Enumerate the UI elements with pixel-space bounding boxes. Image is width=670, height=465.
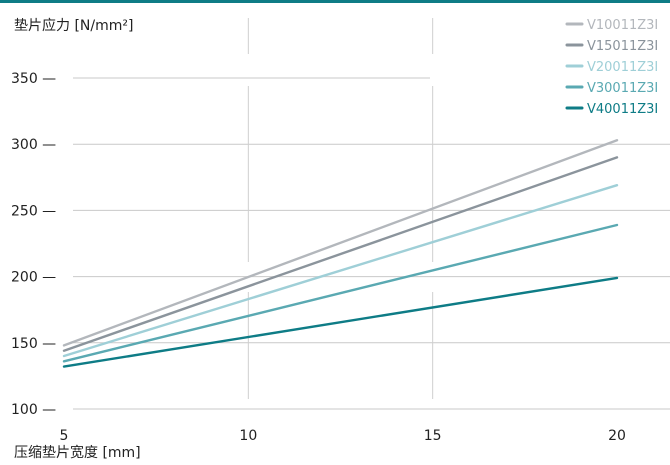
legend-label: V40011Z3I [587,102,658,117]
series-line-V40011Z3I [62,276,619,368]
y-tick-label: 350 — [11,71,56,87]
x-tick-label: 20 [608,428,626,444]
y-axis-label: 垫片应力 [N/mm²] [14,17,133,34]
series-line-V10011Z3I [62,138,619,347]
series-line-V30011Z3I [62,223,619,363]
y-tick-label: 250 — [11,203,56,219]
legend-label: V10011Z3I [587,18,658,33]
y-tick-label: 150 — [11,336,56,352]
x-tick-label: 5 [60,428,69,444]
legend-label: V20011Z3I [587,60,658,75]
y-tick-label: 300 — [11,137,56,153]
series-line-V20011Z3I [62,183,619,358]
x-tick-label: 10 [239,428,257,444]
x-tick-label: 15 [424,428,442,444]
grid-lines [73,18,670,410]
y-tick-label: 200 — [11,270,56,286]
legend: V10011Z3I V15011Z3I V20011Z3I V30011Z3I V400… [565,18,658,117]
legend-label: V15011Z3I [587,39,658,54]
axis-ticks: 350 — 300 — 250 — 200 — 150 — 100 —5 10 15 20 [11,71,626,444]
y-tick-label: 100 — [11,402,56,418]
x-axis-label: 压缩垫片宽度 [mm] [14,444,141,461]
series-line-V15011Z3I [62,156,619,352]
legend-label: V30011Z3I [587,81,658,96]
top-accent-line [0,0,670,3]
series-lines [62,138,619,368]
